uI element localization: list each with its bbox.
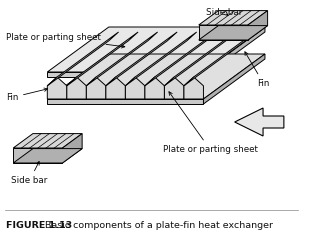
- Polygon shape: [125, 77, 145, 99]
- Polygon shape: [199, 11, 268, 25]
- Text: Basic components of a plate-fin heat exchanger: Basic components of a plate-fin heat exc…: [45, 220, 273, 229]
- Polygon shape: [13, 149, 82, 163]
- Polygon shape: [47, 77, 67, 99]
- Polygon shape: [199, 25, 248, 40]
- Polygon shape: [164, 77, 184, 99]
- Polygon shape: [62, 134, 82, 163]
- Polygon shape: [13, 134, 82, 148]
- Polygon shape: [145, 32, 216, 86]
- Polygon shape: [106, 32, 177, 86]
- Polygon shape: [47, 32, 119, 86]
- Polygon shape: [106, 77, 125, 99]
- Polygon shape: [86, 77, 106, 99]
- Text: Plate or parting sheet: Plate or parting sheet: [6, 33, 125, 48]
- Text: Fin: Fin: [6, 88, 47, 102]
- Polygon shape: [47, 99, 204, 104]
- Polygon shape: [67, 32, 138, 86]
- Polygon shape: [47, 27, 265, 72]
- Polygon shape: [125, 32, 197, 86]
- Polygon shape: [67, 77, 86, 99]
- Polygon shape: [248, 11, 268, 40]
- Text: Side bar: Side bar: [206, 8, 243, 17]
- Polygon shape: [199, 26, 268, 40]
- Text: Fin: Fin: [245, 52, 270, 88]
- Polygon shape: [184, 77, 204, 99]
- Polygon shape: [164, 32, 236, 86]
- Polygon shape: [13, 148, 62, 163]
- Polygon shape: [204, 27, 265, 77]
- Polygon shape: [47, 72, 204, 77]
- Polygon shape: [86, 32, 158, 86]
- Polygon shape: [235, 108, 284, 136]
- Text: Side bar: Side bar: [11, 162, 48, 185]
- Text: FIGURE 1.13: FIGURE 1.13: [6, 220, 75, 229]
- Polygon shape: [184, 32, 255, 86]
- Polygon shape: [145, 77, 164, 99]
- Text: Plate or parting sheet: Plate or parting sheet: [163, 92, 258, 154]
- Polygon shape: [47, 54, 265, 99]
- Polygon shape: [204, 54, 265, 104]
